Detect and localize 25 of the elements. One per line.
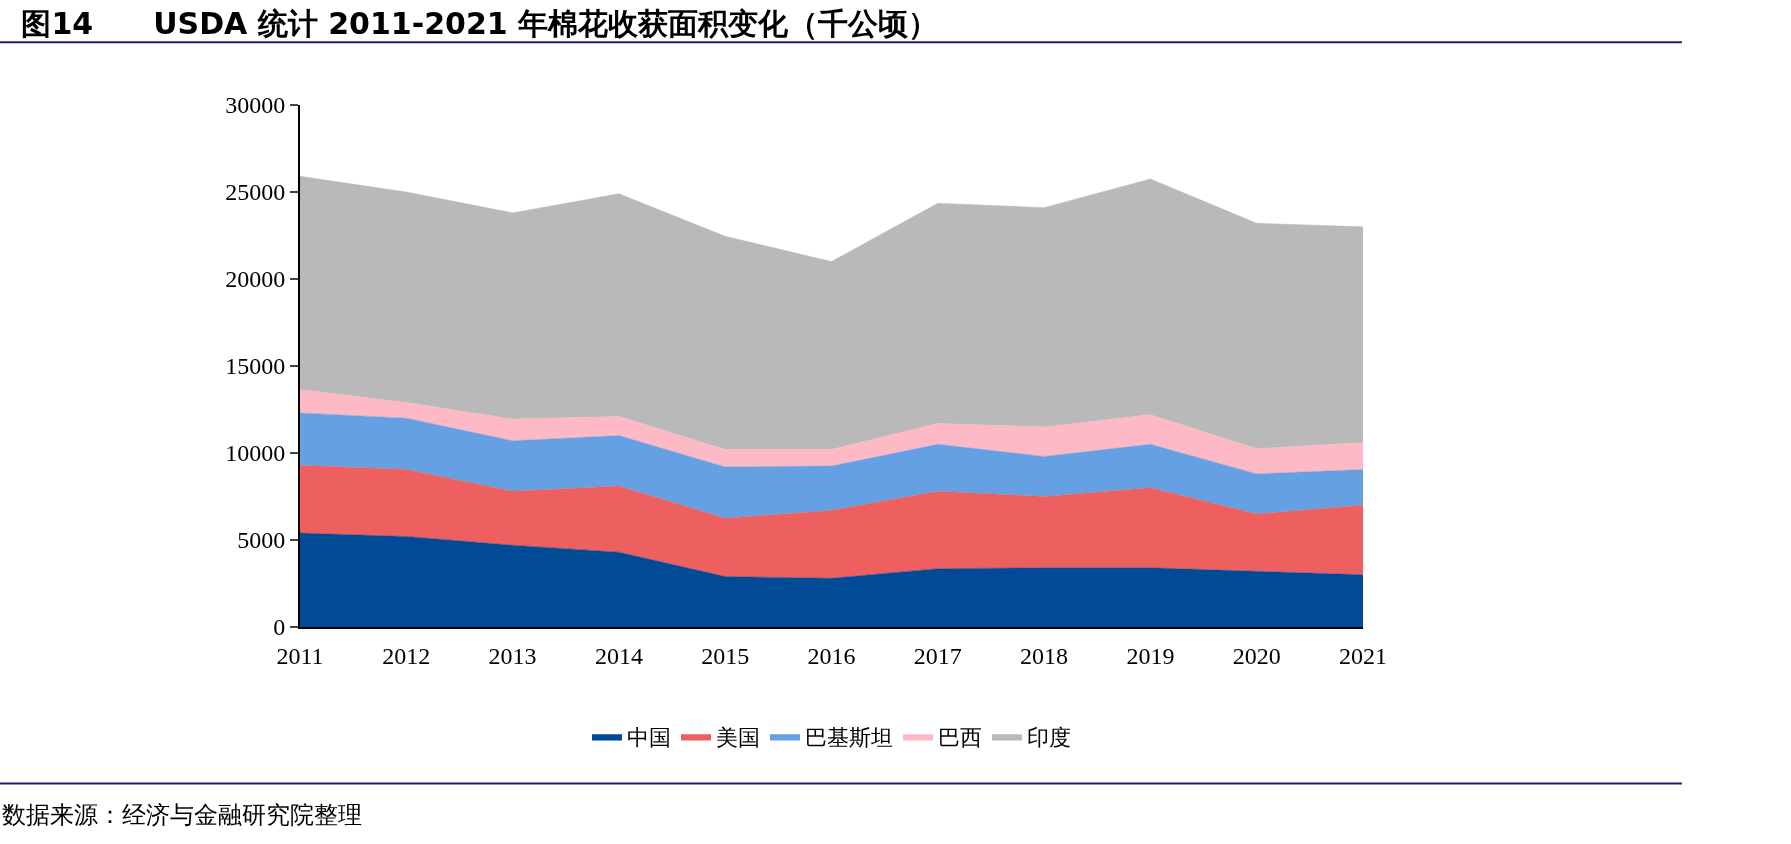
y-tick-label: 0 [273, 614, 286, 641]
x-tick-label: 2013 [488, 642, 537, 669]
x-tick-label: 2012 [382, 642, 431, 669]
x-tick-label: 2011 [276, 642, 324, 669]
legend-label: 印度 [1027, 725, 1071, 751]
x-tick-label: 2016 [807, 642, 856, 669]
x-tick-label: 2020 [1232, 642, 1281, 669]
x-tick-label: 2018 [1020, 642, 1069, 669]
y-tick-label: 30000 [225, 92, 286, 119]
legend-label: 中国 [627, 725, 671, 751]
y-tick-label: 20000 [225, 266, 286, 293]
source-note: 数据来源：经济与金融研究院整理 [2, 801, 362, 829]
x-tick-label: 2017 [913, 642, 962, 669]
x-tick-label: 2021 [1339, 642, 1387, 669]
y-tick-label: 10000 [225, 440, 286, 467]
y-tick-label: 5000 [237, 527, 286, 554]
x-tick-label: 2019 [1126, 642, 1175, 669]
chart-title: 图14 USDA 统计 2011-2021 年棉花收获面积变化（千公顷） [21, 5, 939, 41]
x-tick-label: 2014 [594, 642, 643, 669]
legend-label: 美国 [716, 725, 760, 751]
x-tick-label: 2015 [701, 642, 750, 669]
legend-label: 巴西 [938, 725, 982, 751]
y-tick-label: 25000 [225, 179, 286, 206]
legend-label: 巴基斯坦 [805, 725, 893, 751]
y-tick-label: 15000 [225, 353, 286, 380]
